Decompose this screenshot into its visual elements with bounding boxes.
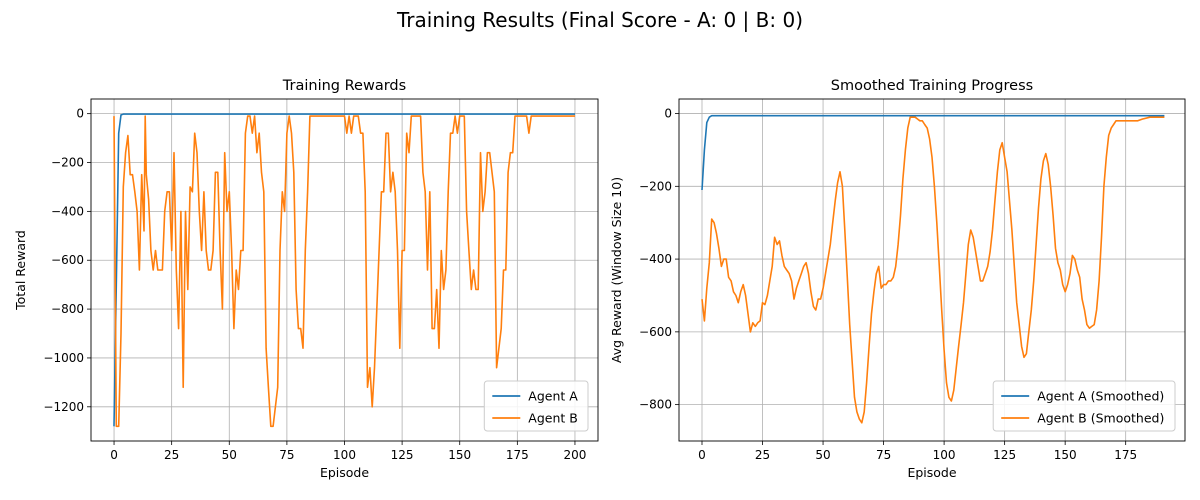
chart1-xtick-label: 0 <box>698 448 706 462</box>
chart0-xtick-label: 75 <box>279 448 294 462</box>
chart0-ytick-label: −800 <box>51 302 84 316</box>
chart1-title: Smoothed Training Progress <box>831 78 1033 94</box>
chart1-legend-label-1: Agent B (Smoothed) <box>1037 411 1164 426</box>
chart1-xtick-label: 125 <box>993 448 1016 462</box>
chart-training-rewards: 0 25 50 75 100 125 150 175 200 0 −200 −400 −600 −800 −… <box>13 78 599 480</box>
chart1-frame <box>678 98 1186 442</box>
chart1-xtick-label: 100 <box>933 448 956 462</box>
chart1-xlabel: Episode <box>907 465 956 480</box>
chart0-legend-label-0: Agent A <box>528 389 578 404</box>
chart1-xtick-label: 25 <box>755 448 770 462</box>
chart0-xtick-label: 0 <box>110 448 118 462</box>
chart0-xtick-label: 175 <box>506 448 529 462</box>
chart0-xtick-label: 200 <box>564 448 587 462</box>
chart1-series-line-1 <box>701 116 1165 424</box>
chart0-xtick-label: 25 <box>164 448 179 462</box>
chart0-ytick-label: −400 <box>51 204 84 218</box>
chart0-title: Training Rewards <box>282 78 406 94</box>
chart0-ytick-label: −1000 <box>43 351 84 365</box>
chart0-legend: Agent A Agent B <box>483 380 589 432</box>
chart1-ytick-label: −200 <box>639 179 672 193</box>
chart1-ytick-label: −800 <box>639 398 672 412</box>
chart1-series-line-0 <box>701 114 1165 191</box>
chart1-ytick-label: 0 <box>664 107 672 121</box>
chart0-ytick-label: −200 <box>51 156 84 170</box>
chart1-xtick-label: 75 <box>876 448 891 462</box>
figure-suptitle: Training Results (Final Score - A: 0 | B… <box>396 8 803 32</box>
chart0-ylabel: Total Reward <box>13 230 28 311</box>
chart0-ytick-label: −600 <box>51 253 84 267</box>
chart0-legend-label-1: Agent B <box>528 411 578 426</box>
chart0-series-line-1 <box>113 115 575 428</box>
chart0-xtick-label: 50 <box>222 448 237 462</box>
chart1-xtick-label: 150 <box>1054 448 1077 462</box>
chart1-legend: Agent A (Smoothed) Agent B (Smoothed) <box>992 380 1176 432</box>
chart1-legend-box <box>992 380 1176 432</box>
chart0-frame <box>90 98 599 442</box>
chart0-ytick-label: −1200 <box>43 400 84 414</box>
chart1-xtick-label: 175 <box>1114 448 1137 462</box>
chart1-xtick-label: 50 <box>815 448 830 462</box>
chart0-xlabel: Episode <box>320 465 369 480</box>
chart1-ytick-label: −600 <box>639 325 672 339</box>
chart-smoothed-progress: 0 25 50 75 100 125 150 175 0 −200 −400 −600 −800 Smoo… <box>609 78 1186 480</box>
chart1-legend-label-0: Agent A (Smoothed) <box>1037 389 1164 404</box>
chart0-xtick-label: 100 <box>333 448 356 462</box>
chart0-xtick-label: 150 <box>448 448 471 462</box>
chart0-ytick-label: 0 <box>76 107 84 121</box>
chart1-ylabel: Avg Reward (Window Size 10) <box>609 177 624 363</box>
chart0-xtick-label: 125 <box>391 448 414 462</box>
chart1-ytick-label: −400 <box>639 252 672 266</box>
